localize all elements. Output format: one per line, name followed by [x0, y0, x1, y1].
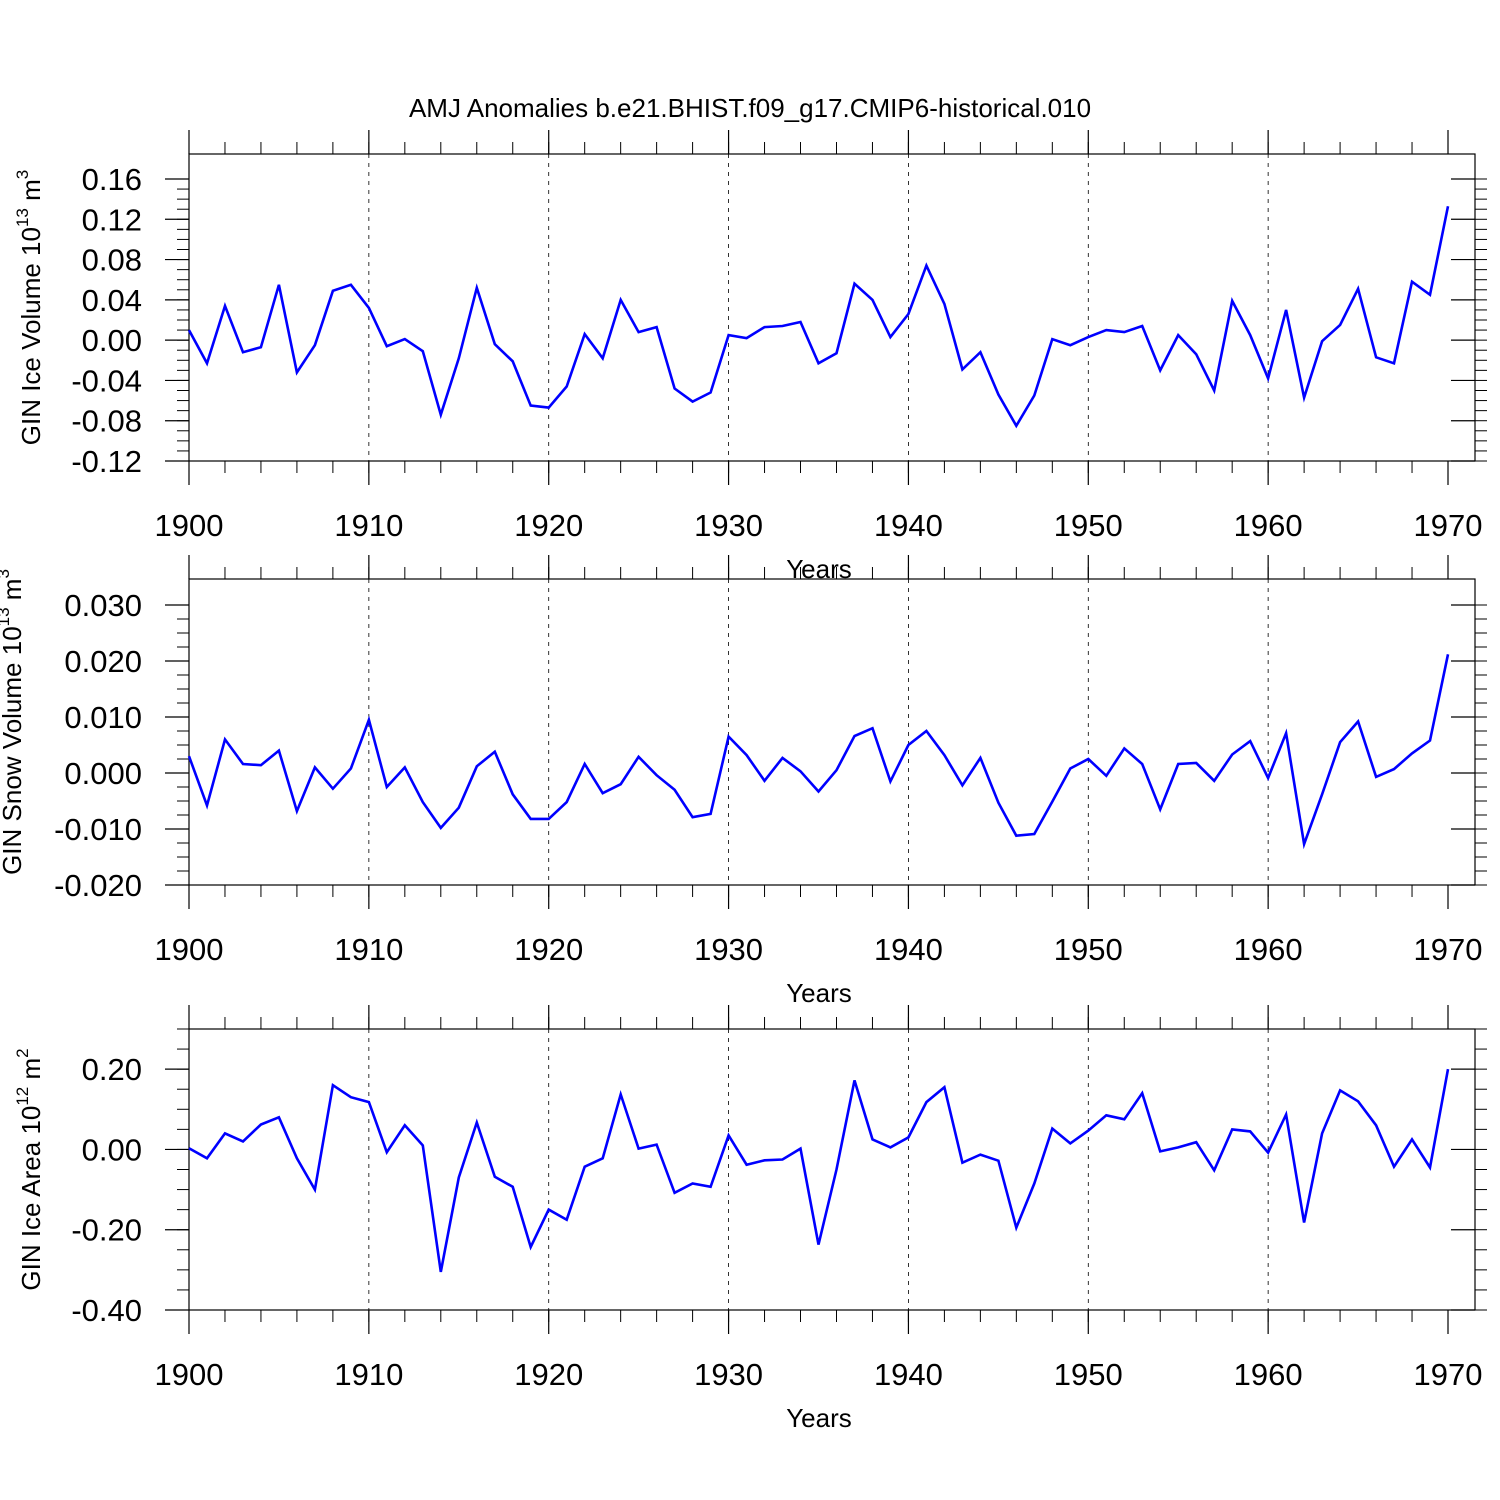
- series-line: [187, 205, 1450, 429]
- y-tick-label: 0.00: [82, 1132, 142, 1167]
- x-tick-label: 1910: [334, 508, 403, 543]
- y-axis-title: GIN Ice Volume 1013 m3: [13, 170, 46, 446]
- x-tick-label: 1910: [334, 932, 403, 967]
- y-tick-label: 0.020: [64, 644, 142, 679]
- x-tick-label: 1920: [514, 932, 583, 967]
- x-tick-label: 1940: [874, 932, 943, 967]
- y-axis-title: GIN Ice Area 1012 m2: [13, 1048, 46, 1290]
- x-tick-label: 1930: [694, 932, 763, 967]
- x-tick-label: 1960: [1234, 1357, 1303, 1392]
- x-tick-label: 1940: [874, 1357, 943, 1392]
- x-axis-title: Years: [786, 1403, 852, 1433]
- x-tick-label: 1970: [1414, 1357, 1483, 1392]
- x-tick-label: 1900: [155, 1357, 224, 1392]
- x-tick-label: 1950: [1054, 1357, 1123, 1392]
- x-tick-label: 1940: [874, 508, 943, 543]
- y-tick-label: 0.20: [82, 1052, 142, 1087]
- plot-frame: [188, 1028, 1476, 1311]
- x-axis-title: Years: [786, 978, 852, 1008]
- y-tick-label: -0.020: [54, 868, 142, 903]
- panel-3: 1900 1910 1920 1930 1940 1950 1960 1970 -0.40 -0.…: [13, 1005, 1487, 1433]
- panel-2: 1900 1910 1920 1930 1940 1950 1960 1970 -0.020 -0…: [0, 555, 1487, 1008]
- plot-frame: [188, 153, 1476, 462]
- y-tick-label: 0.010: [64, 700, 142, 735]
- y-axis-title: GIN Snow Volume 1013 m3: [0, 569, 27, 875]
- x-tick-label: 1960: [1234, 932, 1303, 967]
- y-tick-label: 0.00: [82, 323, 142, 358]
- series-line: [188, 1068, 1450, 1273]
- chart-title: AMJ Anomalies b.e21.BHIST.f09_g17.CMIP6-…: [409, 93, 1091, 123]
- y-tick-label: 0.12: [82, 202, 142, 237]
- x-tick-label: 1950: [1054, 508, 1123, 543]
- x-tick-label: 1950: [1054, 932, 1123, 967]
- y-tick-label: 0.04: [82, 283, 142, 318]
- y-tick-label: -0.12: [71, 444, 142, 479]
- y-tick-label: -0.20: [71, 1213, 142, 1248]
- y-tick-label: -0.010: [54, 812, 142, 847]
- x-tick-label: 1900: [155, 932, 224, 967]
- x-tick-label: 1900: [155, 508, 224, 543]
- x-tick-label: 1970: [1414, 932, 1483, 967]
- y-tick-label: 0.030: [64, 588, 142, 623]
- x-tick-label: 1920: [514, 1357, 583, 1392]
- x-tick-label: 1970: [1414, 508, 1483, 543]
- panel-1: 1900 1910 1920 1930 1940 1950 1960 1970 -0.12 -0.…: [13, 130, 1487, 584]
- x-tick-label: 1910: [334, 1357, 403, 1392]
- plot-frame: [188, 578, 1476, 886]
- x-tick-label: 1930: [694, 508, 763, 543]
- y-tick-label: 0.000: [64, 756, 142, 791]
- x-tick-label: 1960: [1234, 508, 1303, 543]
- y-tick-label: 0.16: [82, 162, 142, 197]
- x-tick-label: 1930: [694, 1357, 763, 1392]
- y-tick-label: -0.04: [71, 363, 142, 398]
- x-tick-label: 1920: [514, 508, 583, 543]
- y-tick-label: -0.40: [71, 1293, 142, 1328]
- y-tick-label: 0.08: [82, 243, 142, 278]
- series-line: [187, 654, 1450, 850]
- y-tick-label: -0.08: [71, 404, 142, 439]
